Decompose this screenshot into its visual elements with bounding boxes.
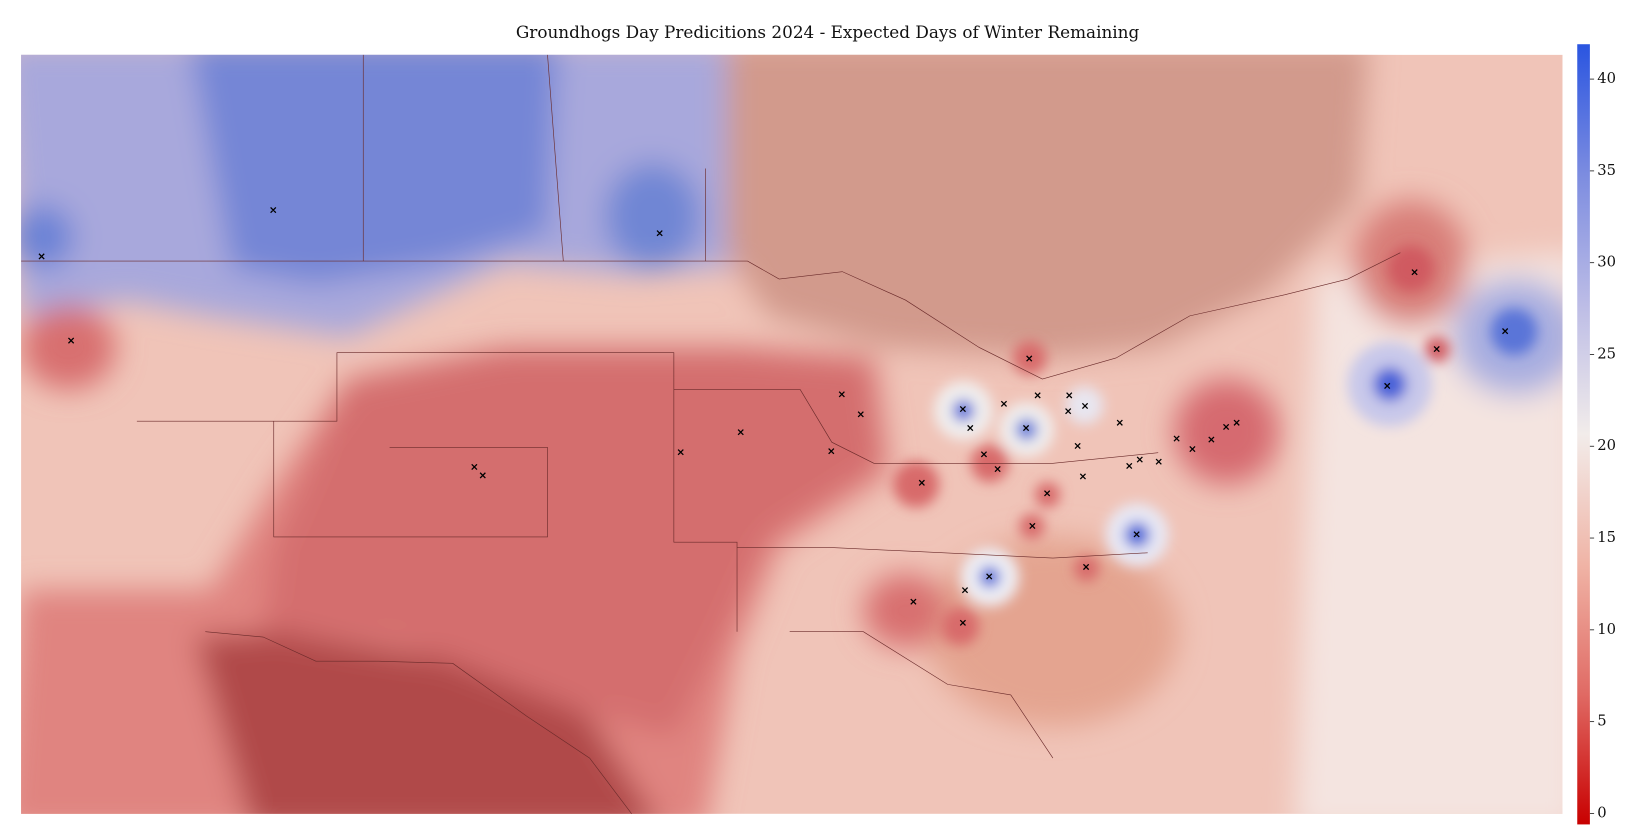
colorbar-tick-label: 10 — [1597, 621, 1616, 638]
station-markers — [38, 206, 1509, 626]
borders — [21, 54, 1401, 814]
colorbar-tick-label: 5 — [1597, 713, 1606, 730]
colorbar-tick-label: 30 — [1597, 254, 1616, 271]
chart-title: Groundhogs Day Predicitions 2024 - Expec… — [516, 22, 1140, 42]
contour-fields — [21, 54, 1563, 814]
colorbar — [1577, 44, 1590, 825]
map — [21, 54, 1563, 814]
colorbar-tick-label: 25 — [1597, 345, 1616, 362]
colorbar-tick-label: 20 — [1597, 437, 1616, 454]
colorbar-tick-label: 0 — [1597, 804, 1606, 821]
colorbar-tick-label: 35 — [1597, 162, 1616, 179]
colorbar-tick-label: 15 — [1597, 529, 1616, 546]
colorbar-tick-label: 40 — [1597, 70, 1616, 87]
